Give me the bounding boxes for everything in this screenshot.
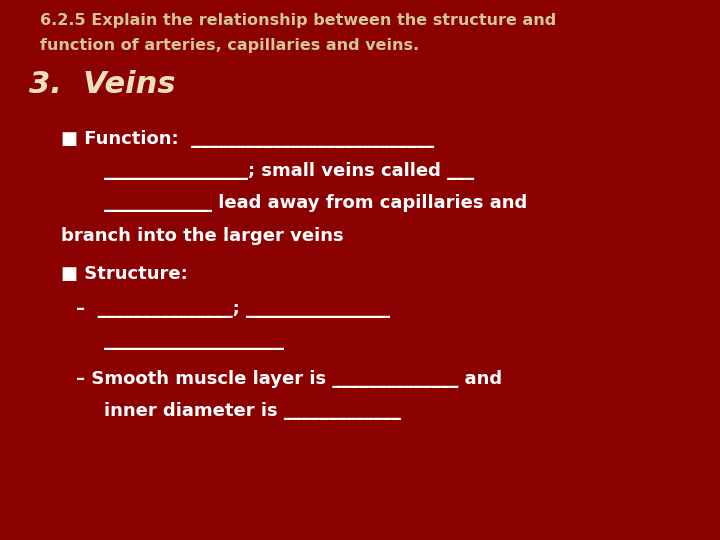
Text: inner diameter is _____________: inner diameter is _____________ xyxy=(104,402,401,420)
Text: ____________ lead away from capillaries and: ____________ lead away from capillaries … xyxy=(104,194,528,212)
Text: branch into the larger veins: branch into the larger veins xyxy=(61,227,344,245)
Text: ____________________: ____________________ xyxy=(104,332,284,350)
Text: –  _______________; ________________: – _______________; ________________ xyxy=(76,300,390,318)
Text: ■ Structure:: ■ Structure: xyxy=(61,265,188,282)
Text: function of arteries, capillaries and veins.: function of arteries, capillaries and ve… xyxy=(40,38,419,53)
Text: – Smooth muscle layer is ______________ and: – Smooth muscle layer is ______________ … xyxy=(76,370,502,388)
Text: 6.2.5 Explain the relationship between the structure and: 6.2.5 Explain the relationship between t… xyxy=(40,14,556,29)
Text: ■ Function:  ___________________________: ■ Function: ___________________________ xyxy=(61,130,434,147)
Text: 3.  Veins: 3. Veins xyxy=(29,70,175,99)
Text: ________________; small veins called ___: ________________; small veins called ___ xyxy=(104,162,474,180)
